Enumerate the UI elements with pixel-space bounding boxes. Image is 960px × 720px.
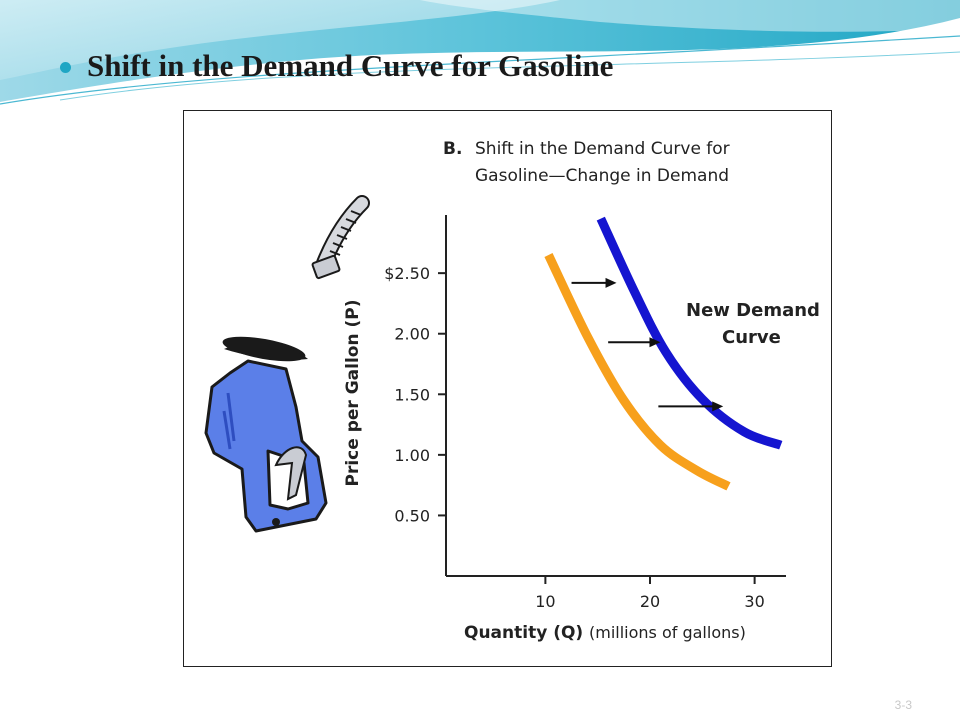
- panel-label: B.: [443, 139, 462, 159]
- original-demand-curve: [544, 253, 731, 491]
- shift-arrows-group: [571, 277, 724, 412]
- new-demand-annotation-line1: New Demand: [686, 300, 820, 321]
- header-wave-decoration: [0, 0, 960, 105]
- y-axis-label: Price per Gallon (P): [343, 300, 363, 487]
- x-tick-label: 20: [640, 592, 660, 611]
- new-demand-curve: [596, 216, 783, 450]
- y-tick-label: 1.50: [394, 385, 430, 404]
- demand-shift-chart: B. Shift in the Demand Curve for Gasolin…: [204, 139, 820, 643]
- gas-pump-nozzle-icon: [204, 195, 370, 533]
- chart-title-line2: Gasoline—Change in Demand: [475, 166, 729, 186]
- chart-title-line1: Shift in the Demand Curve for: [475, 139, 730, 159]
- y-tick-label: $2.50: [384, 264, 430, 283]
- new-demand-annotation-line2: Curve: [722, 327, 781, 348]
- shift-arrow-head: [712, 401, 724, 412]
- x-tick-label: 30: [744, 592, 764, 611]
- slide-title: Shift in the Demand Curve for Gasoline: [60, 46, 613, 86]
- curves-group: [544, 216, 783, 491]
- x-tick-label: 10: [535, 592, 555, 611]
- shift-arrow-head: [649, 337, 661, 348]
- x-ticks-group: 10 20 30: [535, 576, 765, 611]
- y-tick-label: 1.00: [394, 446, 430, 465]
- slide-title-text: Shift in the Demand Curve for Gasoline: [87, 48, 614, 83]
- x-axis-label-bold: Quantity (Q): [464, 623, 583, 643]
- shift-arrow-head: [605, 277, 617, 288]
- page-number: 3-3: [894, 698, 912, 712]
- figure-panel: B. Shift in the Demand Curve for Gasolin…: [183, 110, 832, 667]
- bullet-dot-icon: [60, 61, 71, 73]
- y-tick-label: 0.50: [394, 506, 430, 525]
- y-tick-label: 2.00: [394, 325, 430, 344]
- y-ticks-group: 0.50 1.00 1.50 2.00 $2.50: [384, 264, 446, 525]
- x-axis-label-units: (millions of gallons): [589, 623, 746, 642]
